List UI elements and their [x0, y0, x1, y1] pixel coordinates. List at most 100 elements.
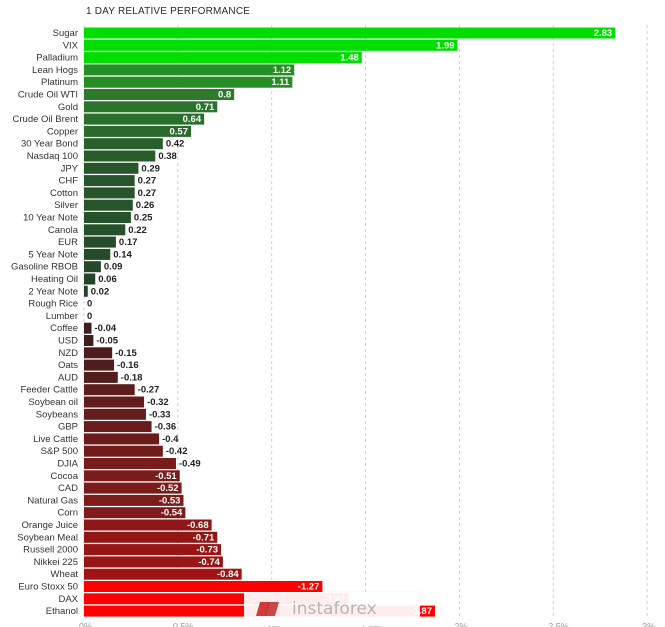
- bar: [84, 458, 176, 469]
- bar: [84, 187, 135, 199]
- value-label: 0.25: [134, 213, 153, 224]
- value-label: -0.36: [155, 422, 177, 433]
- value-label: -0.51: [155, 471, 177, 482]
- bar: [84, 76, 293, 88]
- category-label: Soybean Meal: [17, 532, 78, 543]
- value-label: -0.27: [138, 385, 160, 396]
- category-label: Heating Oil: [31, 274, 78, 285]
- value-label: -0.15: [115, 348, 137, 359]
- bar: [84, 113, 205, 125]
- category-label: Lean Hogs: [32, 65, 78, 76]
- value-label: 0.57: [169, 126, 188, 137]
- value-label: -1.27: [298, 582, 320, 593]
- value-label: 0.8: [218, 90, 231, 101]
- value-label: 1.99: [436, 40, 455, 51]
- watermark: instaforex: [244, 592, 420, 626]
- bar: [84, 285, 88, 297]
- value-label: 1.48: [340, 53, 359, 64]
- category-label: Live Cattle: [33, 434, 78, 445]
- label-layer: Sugar 2.83 VIX 1.99 Palladium 1.48 Lean Hogs 1.…: [11, 28, 612, 617]
- bar: [84, 531, 218, 543]
- x-tick-label: 0%: [79, 621, 92, 627]
- bar: [84, 507, 186, 519]
- category-label: Euro Stoxx 50: [18, 582, 78, 593]
- value-label: -0.04: [95, 323, 117, 334]
- bar: [84, 175, 135, 187]
- bar: [84, 261, 101, 273]
- category-label: Orange Juice: [21, 520, 78, 531]
- value-label: -0.16: [117, 360, 139, 371]
- category-label: Cocoa: [51, 471, 79, 482]
- bar: [84, 27, 616, 39]
- category-label: Feeder Cattle: [20, 385, 78, 396]
- category-label: AUD: [58, 372, 78, 383]
- bar: [84, 138, 163, 150]
- category-label: Oats: [58, 360, 78, 371]
- category-label: Sugar: [53, 28, 78, 39]
- category-label: GBP: [58, 422, 78, 433]
- category-label: Natural Gas: [27, 495, 78, 506]
- value-label: 0.64: [183, 114, 202, 125]
- bar: [84, 519, 212, 531]
- bar: [84, 445, 163, 457]
- bar: [84, 162, 139, 174]
- bar: [84, 322, 92, 334]
- x-tick-label: 2.5%: [548, 621, 569, 627]
- bar: [84, 384, 135, 396]
- bar: [84, 494, 184, 506]
- category-label: 2 Year Note: [28, 286, 78, 297]
- value-label: -1.87: [410, 606, 432, 617]
- value-label: 0.14: [113, 249, 132, 260]
- bar: [84, 396, 145, 408]
- watermark-text: instaforex: [292, 599, 377, 619]
- x-tick-label: 0.5%: [173, 621, 194, 627]
- x-tick-label: 3%: [642, 621, 655, 627]
- x-tick-label: 2%: [454, 621, 467, 627]
- value-label: 0.71: [196, 102, 215, 113]
- bar: [84, 470, 180, 482]
- category-label: Russell 2000: [23, 545, 78, 556]
- category-label: NZD: [58, 348, 78, 359]
- value-label: 0.22: [128, 225, 147, 236]
- value-label: -0.68: [187, 520, 209, 531]
- category-label: Ethanol: [46, 606, 78, 617]
- category-label: USD: [58, 336, 78, 347]
- category-label: Wheat: [51, 569, 79, 580]
- value-label: -0.73: [196, 545, 218, 556]
- category-label: S&P 500: [41, 446, 78, 457]
- category-label: 30 Year Bond: [21, 139, 78, 150]
- category-label: Crude Oil WTI: [18, 90, 78, 101]
- category-label: VIX: [63, 40, 79, 51]
- value-label: 0.09: [104, 262, 123, 273]
- category-label: JPY: [61, 163, 79, 174]
- value-label: -0.74: [198, 557, 220, 568]
- value-label: 1.12: [273, 65, 292, 76]
- category-label: Palladium: [36, 53, 78, 64]
- category-label: Canola: [48, 225, 79, 236]
- value-label: -0.18: [121, 372, 143, 383]
- chart-title: 1 DAY RELATIVE PERFORMANCE: [86, 6, 251, 17]
- value-label: -0.05: [96, 336, 118, 347]
- category-label: Rough Rice: [28, 299, 78, 310]
- bar: [84, 371, 118, 383]
- value-label: -0.49: [179, 459, 201, 470]
- bar: [84, 199, 133, 211]
- bar: [84, 224, 126, 236]
- category-label: EUR: [58, 237, 78, 248]
- value-label: -0.32: [147, 397, 169, 408]
- value-label: -0.4: [162, 434, 179, 445]
- category-label: Lumber: [46, 311, 78, 322]
- value-label: -0.33: [149, 409, 171, 420]
- bar: [84, 212, 131, 223]
- value-label: -0.71: [193, 532, 215, 543]
- value-label: 2.83: [594, 28, 613, 39]
- bar: [84, 593, 349, 605]
- bar-layer: [84, 27, 616, 617]
- value-label: 0.42: [166, 139, 185, 150]
- category-label: Crude Oil Brent: [13, 114, 79, 125]
- value-label: 0.06: [98, 274, 117, 285]
- category-label: Soybeans: [36, 409, 79, 420]
- value-label: 0.17: [119, 237, 138, 248]
- value-label: 1.11: [271, 77, 290, 88]
